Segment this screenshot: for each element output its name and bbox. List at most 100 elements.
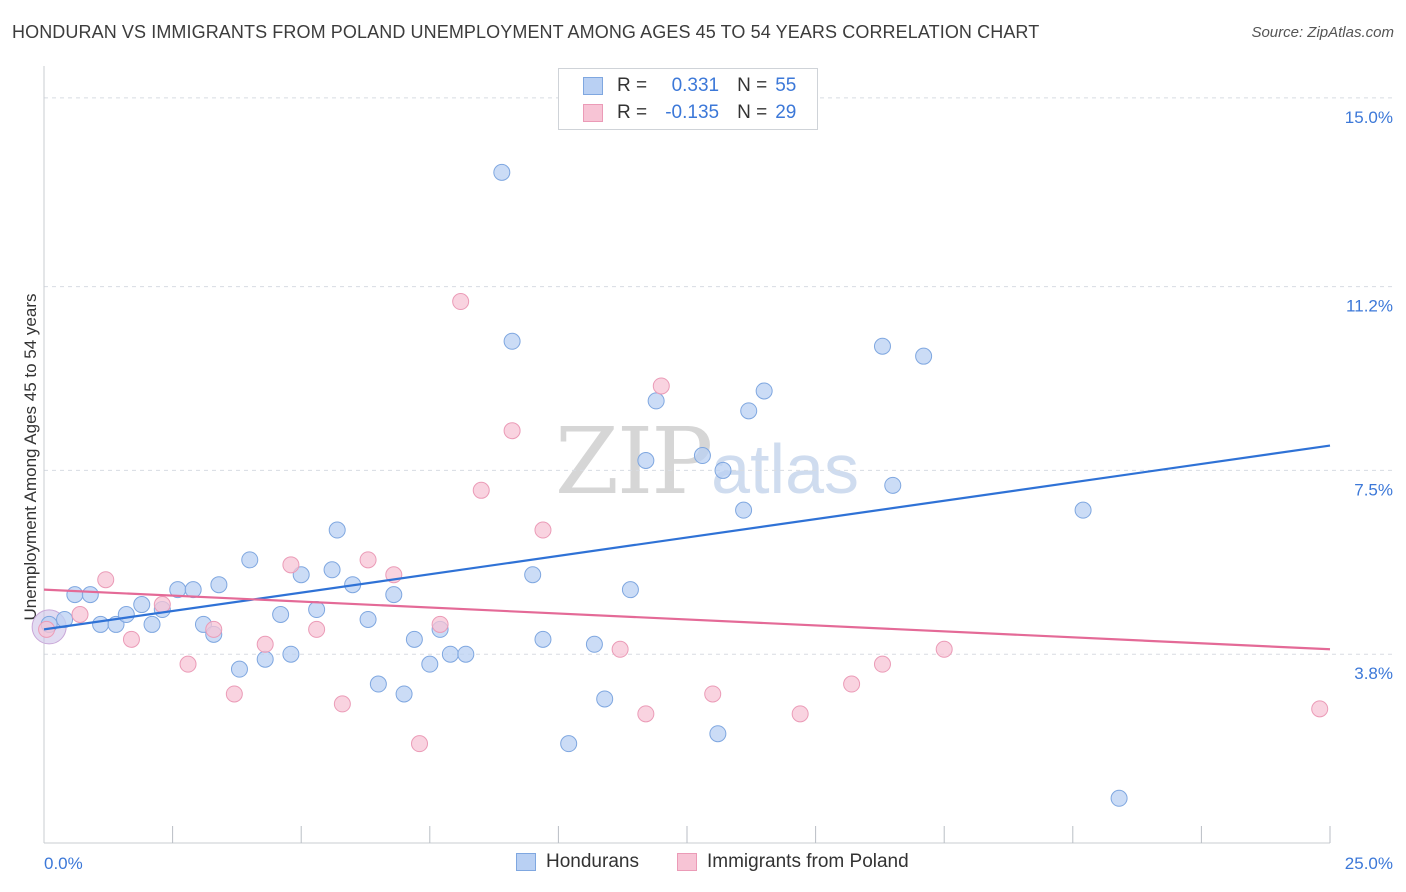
poland-point <box>122 630 140 648</box>
poland-point <box>534 521 552 539</box>
honduran-point <box>282 645 300 663</box>
honduran-point <box>637 452 655 469</box>
legend-label-poland: Immigrants from Poland <box>707 851 909 872</box>
honduran-point <box>714 461 732 479</box>
honduran-point <box>292 566 310 584</box>
poland-point <box>652 377 670 395</box>
poland-point <box>256 635 274 653</box>
honduran-point <box>740 402 758 420</box>
honduran-point <box>272 605 290 623</box>
correlation-legend: R = 0.331 N = 55 R = -0.135 N = 29 <box>558 68 818 130</box>
poland-point <box>503 422 521 440</box>
poland-point <box>97 571 115 589</box>
poland-point <box>205 620 223 638</box>
honduran-point <box>210 576 228 594</box>
poland-point <box>282 556 300 574</box>
poland-point <box>637 705 655 723</box>
honduran-point <box>66 586 84 604</box>
honduran-point <box>405 630 423 648</box>
honduran-point <box>457 645 475 663</box>
legend-n-label: N = <box>737 102 768 123</box>
honduran-point <box>735 501 753 519</box>
y-axis-label: Unemployment Among Ages 45 to 54 years <box>21 294 40 621</box>
poland-point <box>359 551 377 569</box>
honduran-point <box>503 332 521 350</box>
series-legend: Hondurans Immigrants from Poland <box>0 851 1406 877</box>
honduran-point <box>1110 789 1128 807</box>
honduran-point <box>915 347 933 365</box>
legend-item-hondurans: Hondurans <box>516 851 639 873</box>
honduran-point <box>308 601 326 619</box>
honduran-point <box>596 690 614 708</box>
legend-n-value: 55 <box>775 75 797 96</box>
poland-point <box>225 685 243 703</box>
honduran-point <box>884 476 902 494</box>
honduran-point <box>421 655 439 673</box>
honduran-point <box>560 735 578 753</box>
honduran-point <box>755 382 773 400</box>
honduran-point <box>92 615 110 633</box>
legend-n-value: 29 <box>775 102 797 123</box>
legend-swatch-pink <box>583 104 603 122</box>
legend-row-hondurans: R = 0.331 N = 55 <box>583 73 796 99</box>
honduran-point <box>328 521 346 539</box>
honduran-point <box>693 447 711 465</box>
poland-point <box>873 655 891 673</box>
legend-swatch-blue <box>583 77 603 95</box>
poland-trend-line <box>43 588 1331 651</box>
source-label: Source: ZipAtlas.com <box>1251 24 1394 41</box>
y-tick-label: 11.2% <box>1346 297 1393 316</box>
legend-row-poland: R = -0.135 N = 29 <box>583 100 796 126</box>
honduran-point <box>441 645 459 663</box>
honduran-point <box>395 685 413 703</box>
honduran-point <box>359 610 377 628</box>
poland-point <box>1311 700 1329 718</box>
honduran-point <box>1074 501 1092 519</box>
x-tick-label: 25.0% <box>1345 854 1393 873</box>
honduran-point <box>621 581 639 599</box>
chart-title: HONDURAN VS IMMIGRANTS FROM POLAND UNEMP… <box>12 22 1040 42</box>
poland-point <box>611 640 629 658</box>
poland-point <box>791 705 809 723</box>
honduran-point <box>647 392 665 410</box>
zipatlas-watermark: ZIPatlas <box>555 408 860 515</box>
poland-point <box>153 596 171 614</box>
legend-item-poland: Immigrants from Poland <box>677 851 909 873</box>
poland-point <box>935 640 953 658</box>
honduran-point <box>385 586 403 604</box>
poland-point <box>843 675 861 693</box>
legend-r-value: 0.331 <box>671 75 720 96</box>
legend-r-label: R = <box>617 75 648 96</box>
x-tick-label: 0.0% <box>44 854 83 873</box>
honduran-point <box>369 675 387 693</box>
poland-point <box>704 685 722 703</box>
honduran-point <box>524 566 542 584</box>
legend-swatch-blue <box>516 853 536 871</box>
y-tick-label: 7.5% <box>1354 480 1393 499</box>
honduran-point <box>585 635 603 653</box>
legend-n-label: N = <box>737 75 768 96</box>
y-tick-label: 15.0% <box>1345 108 1393 127</box>
legend-r-value: -0.135 <box>665 102 720 123</box>
poland-point <box>452 293 470 311</box>
poland-point <box>71 605 89 623</box>
honduran-point <box>873 337 891 355</box>
honduran-point <box>256 650 274 668</box>
legend-r-label: R = <box>617 102 648 123</box>
honduran-point <box>117 605 135 623</box>
poland-point <box>179 655 197 673</box>
honduran-point <box>493 163 511 181</box>
poland-point <box>308 620 326 638</box>
honduran-point <box>534 630 552 648</box>
honduran-point <box>143 615 161 633</box>
y-tick-label: 3.8% <box>1354 664 1393 683</box>
poland-point <box>472 481 490 499</box>
poland-point <box>333 695 351 713</box>
honduran-point <box>133 596 151 614</box>
honduran-point <box>241 551 259 569</box>
poland-point <box>431 615 449 633</box>
honduran-point <box>709 725 727 743</box>
poland-point <box>411 735 429 753</box>
legend-label-hondurans: Hondurans <box>546 851 639 872</box>
